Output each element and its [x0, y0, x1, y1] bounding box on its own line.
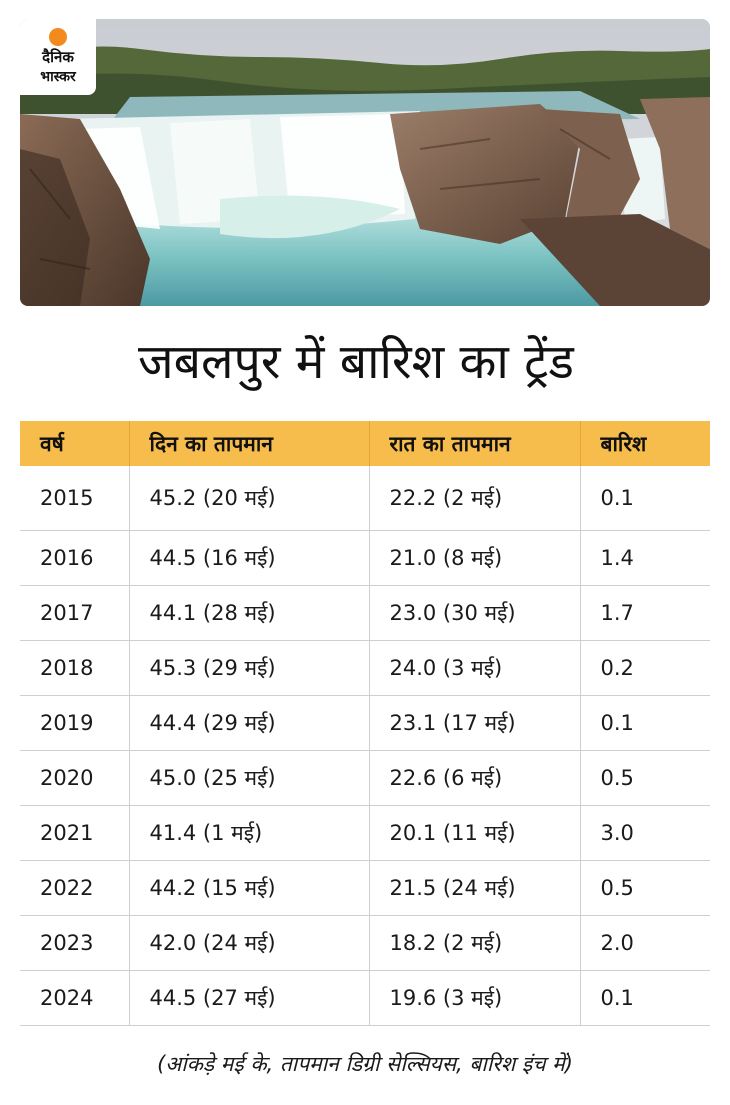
- cell-day-temp: 45.0 (25 मई): [129, 750, 370, 806]
- cell-night-temp: 21.0 (8 मई): [369, 530, 581, 586]
- header-night-temp: रात का तापमान: [369, 421, 581, 466]
- table-row: 2019 44.4 (29 मई) 23.1 (17 मई) 0.1: [20, 695, 710, 751]
- cell-night-temp: 24.0 (3 मई): [369, 640, 581, 696]
- cell-night-temp: 18.2 (2 मई): [369, 915, 581, 971]
- cell-year: 2023: [20, 915, 130, 971]
- table-row: 2022 44.2 (15 मई) 21.5 (24 मई) 0.5: [20, 860, 710, 916]
- table-row: 2017 44.1 (28 मई) 23.0 (30 मई) 1.7: [20, 585, 710, 641]
- cell-day-temp: 45.3 (29 मई): [129, 640, 370, 696]
- cell-rain: 0.5: [580, 860, 710, 916]
- logo-sun-icon: [49, 28, 67, 46]
- cell-night-temp: 20.1 (11 मई): [369, 805, 581, 861]
- cell-night-temp: 22.6 (6 मई): [369, 750, 581, 806]
- cell-year: 2021: [20, 805, 130, 861]
- cell-rain: 0.1: [580, 695, 710, 751]
- cell-rain: 3.0: [580, 805, 710, 861]
- cell-rain: 1.7: [580, 585, 710, 641]
- cell-rain: 1.4: [580, 530, 710, 586]
- cell-day-temp: 44.5 (16 मई): [129, 530, 370, 586]
- table-row: 2024 44.5 (27 मई) 19.6 (3 मई) 0.1: [20, 970, 710, 1026]
- cell-night-temp: 21.5 (24 मई): [369, 860, 581, 916]
- dainik-bhaskar-logo: दैनिक भास्कर: [20, 19, 96, 95]
- table-row: 2020 45.0 (25 मई) 22.6 (6 मई) 0.5: [20, 750, 710, 806]
- logo-text-line2: भास्कर: [40, 69, 76, 85]
- cell-year: 2017: [20, 585, 130, 641]
- footnote: (आंकड़े मई के, तापमान डिग्री सेल्सियस, ब…: [157, 1052, 573, 1076]
- cell-day-temp: 44.1 (28 मई): [129, 585, 370, 641]
- waterfall-illustration: [20, 19, 710, 306]
- header-year: वर्ष: [20, 421, 130, 466]
- cell-rain: 2.0: [580, 915, 710, 971]
- cell-day-temp: 42.0 (24 मई): [129, 915, 370, 971]
- cell-year: 2022: [20, 860, 130, 916]
- page-title: जबलपुर में बारिश का ट्रेंड: [138, 334, 574, 390]
- cell-year: 2015: [20, 466, 130, 531]
- table-row: 2018 45.3 (29 मई) 24.0 (3 मई) 0.2: [20, 640, 710, 696]
- cell-night-temp: 19.6 (3 मई): [369, 970, 581, 1026]
- cell-year: 2016: [20, 530, 130, 586]
- cell-year: 2024: [20, 970, 130, 1026]
- table-row: 2023 42.0 (24 मई) 18.2 (2 मई) 2.0: [20, 915, 710, 971]
- cell-night-temp: 22.2 (2 मई): [369, 466, 581, 531]
- table-row: 2016 44.5 (16 मई) 21.0 (8 मई) 1.4: [20, 530, 710, 586]
- cell-night-temp: 23.1 (17 मई): [369, 695, 581, 751]
- cell-year: 2020: [20, 750, 130, 806]
- cell-year: 2019: [20, 695, 130, 751]
- cell-night-temp: 23.0 (30 मई): [369, 585, 581, 641]
- cell-day-temp: 44.4 (29 मई): [129, 695, 370, 751]
- cell-day-temp: 41.4 (1 मई): [129, 805, 370, 861]
- rain-trend-table: वर्ष दिन का तापमान रात का तापमान बारिश 2…: [20, 421, 710, 1026]
- cell-year: 2018: [20, 640, 130, 696]
- hero-waterfall-image: दैनिक भास्कर: [20, 19, 710, 306]
- header-rain: बारिश: [580, 421, 710, 466]
- cell-rain: 0.1: [580, 466, 710, 531]
- cell-rain: 0.1: [580, 970, 710, 1026]
- cell-rain: 0.5: [580, 750, 710, 806]
- header-day-temp: दिन का तापमान: [129, 421, 370, 466]
- logo-text-line1: दैनिक: [42, 48, 74, 66]
- table-header-row: वर्ष दिन का तापमान रात का तापमान बारिश: [20, 421, 710, 466]
- table-row: 2021 41.4 (1 मई) 20.1 (11 मई) 3.0: [20, 805, 710, 861]
- table-row: 2015 45.2 (20 मई) 22.2 (2 मई) 0.1: [20, 466, 710, 531]
- cell-day-temp: 44.2 (15 मई): [129, 860, 370, 916]
- cell-day-temp: 44.5 (27 मई): [129, 970, 370, 1026]
- cell-day-temp: 45.2 (20 मई): [129, 466, 370, 531]
- cell-rain: 0.2: [580, 640, 710, 696]
